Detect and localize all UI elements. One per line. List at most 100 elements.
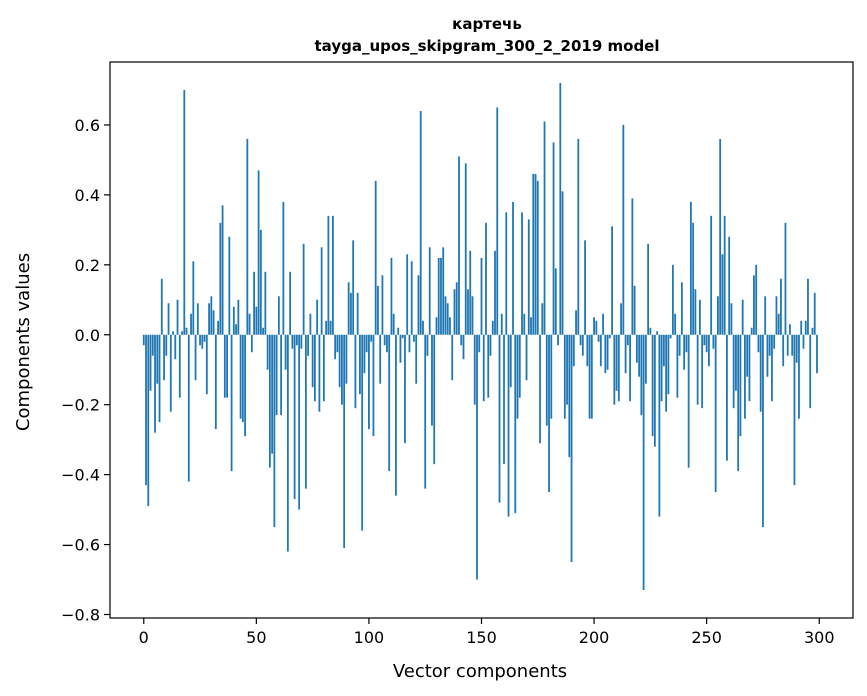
bar-16	[178, 334, 181, 398]
bar-245	[694, 289, 697, 335]
bar-117	[406, 254, 409, 335]
bar-237	[676, 334, 679, 398]
y-tick-label: 0.2	[75, 256, 100, 275]
bar-224	[647, 243, 650, 335]
bar-270	[750, 327, 753, 335]
bar-47	[248, 313, 251, 335]
bar-89	[343, 334, 346, 549]
bar-275	[762, 334, 764, 528]
bar-165	[514, 334, 517, 514]
bar-283	[780, 278, 782, 335]
bar-222	[642, 334, 645, 591]
bar-150	[480, 257, 483, 335]
bar-276	[764, 296, 767, 335]
bar-43	[239, 334, 242, 419]
bar-10	[165, 334, 168, 356]
bar-172	[530, 317, 532, 335]
bar-259	[726, 334, 728, 461]
bar-171	[527, 219, 530, 335]
bar-98	[363, 334, 366, 374]
bar-213	[622, 124, 625, 335]
bar-278	[768, 334, 771, 356]
bar-246	[696, 334, 699, 405]
y-tick-label: 0.6	[75, 116, 100, 135]
bar-91	[347, 282, 350, 335]
bar-36	[223, 334, 226, 398]
bar-233	[667, 334, 670, 395]
bar-285	[784, 222, 787, 335]
bar-244	[692, 222, 695, 335]
bar-114	[399, 334, 402, 363]
bar-1	[145, 334, 147, 486]
bar-104	[377, 285, 379, 335]
bar-184	[557, 334, 559, 346]
bar-234	[669, 334, 672, 339]
bar-179	[545, 334, 548, 426]
bar-235	[671, 264, 674, 335]
bar-155	[491, 320, 494, 335]
bar-121	[415, 334, 418, 384]
bar-132	[440, 257, 442, 335]
bar-144	[467, 289, 469, 335]
bar-58	[273, 334, 276, 528]
bar-134	[444, 296, 447, 335]
bar-142	[462, 334, 465, 360]
bar-40	[232, 306, 235, 335]
bar-261	[730, 303, 733, 335]
bar-15	[176, 299, 179, 335]
bar-238	[678, 334, 681, 356]
bar-28	[205, 334, 208, 395]
bar-128	[431, 334, 433, 426]
bar-206	[606, 334, 609, 370]
bar-70	[300, 334, 303, 349]
bar-151	[482, 334, 485, 402]
bar-189	[568, 334, 571, 458]
bar-86	[336, 334, 339, 353]
bar-298	[813, 292, 816, 335]
bar-105	[379, 334, 382, 384]
bar-257	[721, 254, 724, 335]
bar-133	[442, 247, 445, 335]
bar-75	[311, 334, 314, 388]
bar-158	[498, 334, 501, 503]
bar-81	[325, 320, 328, 335]
bar-96	[359, 334, 361, 395]
bar-26	[201, 334, 204, 349]
bar-27	[203, 334, 206, 342]
bar-210	[615, 334, 618, 391]
bar-18	[183, 89, 186, 335]
bar-41	[235, 324, 237, 335]
bar-33	[217, 320, 219, 335]
bar-296	[809, 334, 812, 409]
bar-230	[660, 334, 663, 402]
bar-123	[419, 110, 422, 335]
bar-6	[156, 334, 159, 384]
bar-46	[246, 138, 249, 335]
bar-178	[543, 121, 546, 335]
bar-239	[680, 282, 683, 335]
bar-119	[410, 261, 413, 335]
bar-83	[329, 320, 332, 335]
bar-72	[304, 334, 307, 489]
bar-67	[293, 334, 296, 500]
bar-207	[608, 334, 611, 339]
bar-102	[372, 334, 375, 437]
bar-84	[332, 215, 334, 335]
bar-209	[613, 334, 616, 405]
bar-147	[473, 334, 476, 405]
bar-131	[437, 257, 440, 335]
bar-23	[194, 334, 197, 381]
bar-120	[413, 334, 415, 342]
bar-266	[741, 299, 744, 335]
bar-12	[169, 334, 172, 412]
bar-82	[327, 215, 330, 335]
bar-129	[433, 334, 436, 465]
bar-161	[505, 212, 508, 335]
bar-0	[142, 334, 145, 346]
bar-137	[451, 334, 454, 381]
bar-17	[181, 331, 183, 335]
bar-55	[266, 334, 269, 370]
bar-3	[149, 334, 152, 391]
bar-191	[572, 334, 575, 367]
bar-111	[392, 313, 395, 335]
